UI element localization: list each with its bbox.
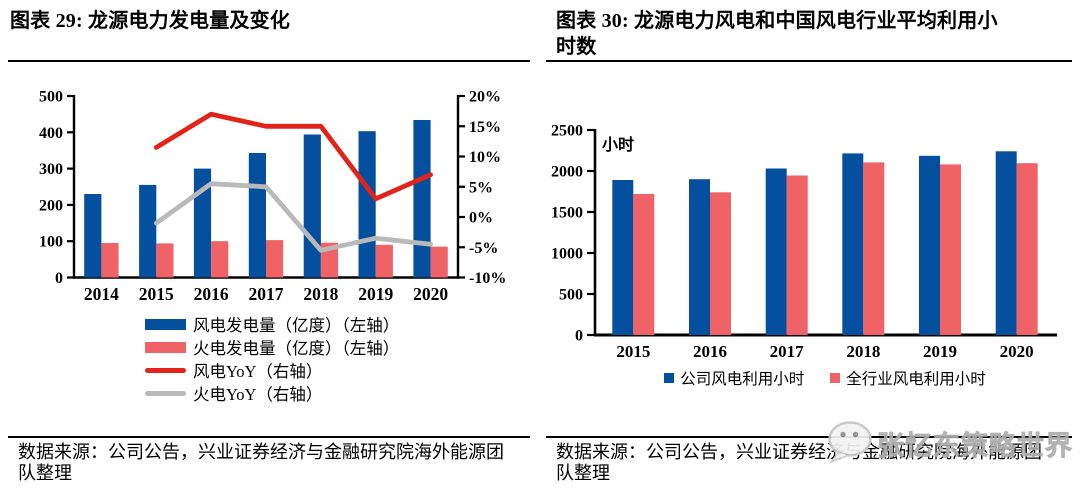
figure-30-title-line1: 图表 30: 龙源电力风电和中国风电行业平均利用小	[556, 10, 998, 32]
svg-text:0%: 0%	[469, 210, 493, 227]
legend-label: 风电发电量（亿度）（左轴）	[193, 316, 400, 335]
svg-text:小时: 小时	[602, 136, 634, 154]
legend-label: 全行业风电利用小时	[846, 371, 986, 388]
legend-label: 火电YoY（右轴）	[193, 385, 323, 404]
svg-text:-5%: -5%	[469, 240, 498, 257]
svg-text:2018: 2018	[303, 284, 338, 304]
figure-30-source: 数据来源：公司公告，兴业证券经济与金融研究院海外能源团 队整理	[546, 436, 1072, 483]
svg-text:500: 500	[559, 287, 583, 304]
svg-text:2015: 2015	[616, 342, 650, 361]
figure-29-top-rule	[8, 60, 530, 62]
svg-text:300: 300	[39, 161, 63, 178]
wechat-icon	[828, 421, 872, 464]
figure-30-title-line2: 时数	[556, 36, 597, 58]
watermark-text: 张忆东策略世界	[877, 430, 1073, 461]
svg-text:2014: 2014	[84, 284, 119, 304]
legend-item-industry-hours: 全行业风电利用小时	[830, 367, 986, 389]
svg-text:2015: 2015	[139, 284, 174, 304]
source-line: 队整理	[556, 462, 610, 483]
svg-text:5%: 5%	[469, 179, 493, 196]
svg-text:200: 200	[39, 197, 63, 214]
legend-item-wind-yoy: 风电YoY（右轴）	[145, 360, 399, 381]
svg-text:10%: 10%	[469, 149, 501, 166]
svg-text:2018: 2018	[846, 342, 880, 361]
legend-item-thermal-generation: 火电发电量（亿度）（左轴）	[145, 337, 400, 358]
legend-item-company-hours: 公司风电利用小时	[664, 367, 804, 389]
legend-label: 风电YoY（右轴）	[193, 362, 323, 381]
svg-text:2016: 2016	[693, 342, 727, 361]
svg-text:15%: 15%	[469, 119, 501, 136]
svg-text:1500: 1500	[551, 205, 583, 222]
legend-label: 公司风电利用小时	[680, 371, 805, 388]
svg-text:2020: 2020	[1000, 342, 1034, 361]
red-line-swatch	[145, 367, 186, 373]
svg-text:-10%: -10%	[469, 270, 506, 287]
pink-square-swatch	[830, 373, 841, 383]
source-line: 队整理	[18, 462, 72, 483]
svg-text:2016: 2016	[194, 284, 229, 304]
svg-text:2019: 2019	[923, 342, 957, 361]
generation-and-yoy-chart: 0 100 200 300 400 500 -10% -5% 0% 5% 10% 15% 20% 2014…	[39, 89, 506, 305]
svg-text:1000: 1000	[551, 246, 583, 263]
svg-text:20%: 20%	[469, 89, 501, 106]
figure-30-title: 图表 30: 龙源电力风电和中国风电行业平均利用小 时数	[556, 8, 1076, 60]
svg-text:500: 500	[39, 89, 63, 106]
source-line: 数据来源：公司公告，兴业证券经济与金融研究院海外能源团	[18, 442, 504, 462]
figure-29-legend: 风电发电量（亿度）（左轴） 火电发电量（亿度）（左轴） 风电YoY（右轴） 火电…	[145, 314, 400, 404]
legend-label: 火电发电量（亿度）（左轴）	[193, 339, 400, 358]
svg-text:2000: 2000	[551, 164, 583, 181]
svg-text:100: 100	[39, 234, 63, 251]
svg-text:2019: 2019	[358, 284, 393, 304]
svg-text:0: 0	[575, 328, 583, 345]
watermark: 张忆东策略世界	[826, 420, 1073, 466]
legend-item-wind-generation: 风电发电量（亿度）（左轴）	[145, 314, 400, 335]
figure-30-legend: 公司风电利用小时 全行业风电利用小时	[595, 367, 1055, 389]
blue-square-swatch	[664, 373, 675, 383]
blue-bar-swatch	[145, 318, 186, 330]
pink-bar-swatch	[145, 341, 186, 353]
utilization-hours-chart: 0 500 1000 1500 2000 2500 小时 2015 2016 2017 2018 20…	[551, 123, 1057, 361]
svg-text:2017: 2017	[249, 284, 284, 304]
legend-item-thermal-yoy: 火电YoY（右轴）	[145, 383, 399, 404]
svg-text:400: 400	[39, 125, 63, 142]
svg-text:2500: 2500	[551, 123, 583, 140]
gray-line-swatch	[145, 390, 186, 396]
figure-30-top-rule	[546, 60, 1072, 62]
source-line: 数据来源：公司公告，兴业证券经济与金融研究院海外能源团	[556, 442, 1042, 462]
svg-text:2017: 2017	[770, 342, 805, 361]
svg-text:2020: 2020	[413, 284, 448, 304]
figure-29-source: 数据来源：公司公告，兴业证券经济与金融研究院海外能源团 队整理	[8, 436, 530, 483]
svg-text:0: 0	[55, 270, 63, 287]
figure-29-title: 图表 29: 龙源电力发电量及变化	[10, 10, 291, 32]
